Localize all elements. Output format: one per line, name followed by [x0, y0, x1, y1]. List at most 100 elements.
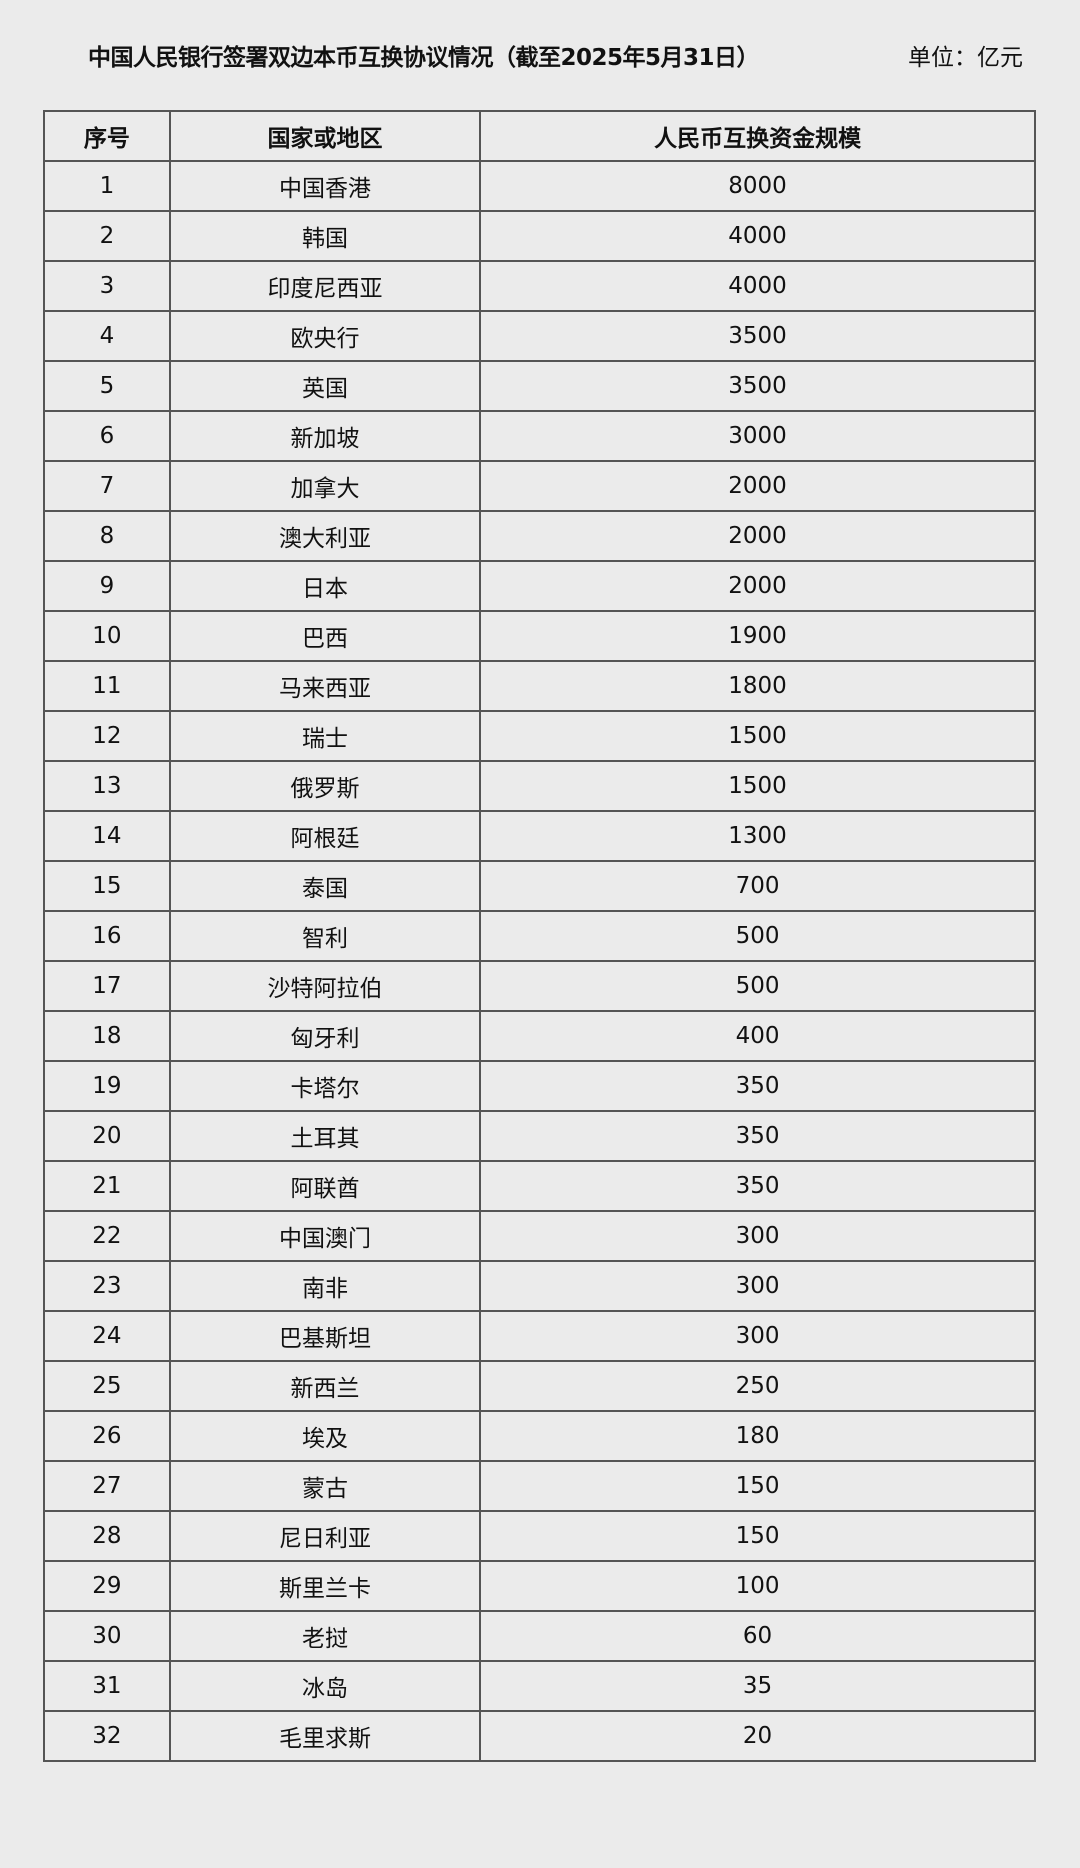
cell-amount: 4000: [479, 210, 1036, 262]
cell-country: 阿联酋: [168, 1160, 482, 1212]
cell-country: 巴西: [168, 610, 482, 662]
cell-index: 27: [43, 1460, 171, 1512]
table-row: 31 冰岛 35: [43, 1660, 1036, 1712]
cell-amount: 250: [479, 1360, 1036, 1412]
cell-country: 韩国: [168, 210, 482, 262]
cell-amount: 35: [479, 1660, 1036, 1712]
cell-index: 20: [43, 1110, 171, 1162]
table-row: 18 匈牙利 400: [43, 1010, 1036, 1062]
header-amount: 人民币互换资金规模: [479, 110, 1036, 162]
cell-amount: 1900: [479, 610, 1036, 662]
cell-index: 18: [43, 1010, 171, 1062]
cell-country: 巴基斯坦: [168, 1310, 482, 1362]
table-row: 13 俄罗斯 1500: [43, 760, 1036, 812]
cell-amount: 150: [479, 1510, 1036, 1562]
table-row: 32 毛里求斯 20: [43, 1710, 1036, 1762]
table-row: 11 马来西亚 1800: [43, 660, 1036, 712]
cell-index: 25: [43, 1360, 171, 1412]
cell-index: 1: [43, 160, 171, 212]
cell-index: 7: [43, 460, 171, 512]
cell-country: 斯里兰卡: [168, 1560, 482, 1612]
cell-index: 26: [43, 1410, 171, 1462]
cell-country: 卡塔尔: [168, 1060, 482, 1112]
table-row: 15 泰国 700: [43, 860, 1036, 912]
table-row: 7 加拿大 2000: [43, 460, 1036, 512]
cell-country: 沙特阿拉伯: [168, 960, 482, 1012]
cell-country: 蒙古: [168, 1460, 482, 1512]
cell-index: 23: [43, 1260, 171, 1312]
cell-country: 尼日利亚: [168, 1510, 482, 1562]
cell-country: 土耳其: [168, 1110, 482, 1162]
cell-country: 加拿大: [168, 460, 482, 512]
cell-amount: 4000: [479, 260, 1036, 312]
table-row: 17 沙特阿拉伯 500: [43, 960, 1036, 1012]
table-row: 30 老挝 60: [43, 1610, 1036, 1662]
swap-table: 序号 国家或地区 人民币互换资金规模 1 中国香港 8000 2 韩国 4000 3 印度尼西…: [43, 110, 1036, 1762]
table-header-row: 序号 国家或地区 人民币互换资金规模: [43, 110, 1036, 162]
cell-amount: 350: [479, 1060, 1036, 1112]
cell-amount: 20: [479, 1710, 1036, 1762]
cell-country: 新加坡: [168, 410, 482, 462]
cell-country: 瑞士: [168, 710, 482, 762]
table-row: 12 瑞士 1500: [43, 710, 1036, 762]
cell-amount: 3000: [479, 410, 1036, 462]
cell-index: 6: [43, 410, 171, 462]
cell-amount: 3500: [479, 360, 1036, 412]
cell-country: 老挝: [168, 1610, 482, 1662]
cell-index: 13: [43, 760, 171, 812]
cell-country: 澳大利亚: [168, 510, 482, 562]
cell-amount: 400: [479, 1010, 1036, 1062]
table-row: 28 尼日利亚 150: [43, 1510, 1036, 1562]
cell-amount: 3500: [479, 310, 1036, 362]
cell-amount: 1500: [479, 760, 1036, 812]
cell-country: 英国: [168, 360, 482, 412]
cell-index: 31: [43, 1660, 171, 1712]
cell-index: 10: [43, 610, 171, 662]
table-row: 4 欧央行 3500: [43, 310, 1036, 362]
cell-amount: 8000: [479, 160, 1036, 212]
cell-index: 12: [43, 710, 171, 762]
table-row: 3 印度尼西亚 4000: [43, 260, 1036, 312]
cell-country: 日本: [168, 560, 482, 612]
table-row: 2 韩国 4000: [43, 210, 1036, 262]
cell-index: 21: [43, 1160, 171, 1212]
table-row: 22 中国澳门 300: [43, 1210, 1036, 1262]
cell-country: 匈牙利: [168, 1010, 482, 1062]
table-row: 19 卡塔尔 350: [43, 1060, 1036, 1112]
table-row: 5 英国 3500: [43, 360, 1036, 412]
table-row: 16 智利 500: [43, 910, 1036, 962]
cell-amount: 300: [479, 1210, 1036, 1262]
cell-amount: 1800: [479, 660, 1036, 712]
cell-country: 毛里求斯: [168, 1710, 482, 1762]
table-row: 9 日本 2000: [43, 560, 1036, 612]
cell-amount: 60: [479, 1610, 1036, 1662]
cell-amount: 180: [479, 1410, 1036, 1462]
cell-country: 印度尼西亚: [168, 260, 482, 312]
cell-amount: 500: [479, 910, 1036, 962]
cell-index: 8: [43, 510, 171, 562]
cell-amount: 150: [479, 1460, 1036, 1512]
cell-amount: 1300: [479, 810, 1036, 862]
table-row: 29 斯里兰卡 100: [43, 1560, 1036, 1612]
header-country: 国家或地区: [168, 110, 482, 162]
cell-country: 泰国: [168, 860, 482, 912]
table-row: 27 蒙古 150: [43, 1460, 1036, 1512]
page-title: 中国人民银行签署双边本币互换协议情况（截至2025年5月31日）: [88, 45, 760, 71]
cell-index: 28: [43, 1510, 171, 1562]
cell-amount: 700: [479, 860, 1036, 912]
cell-index: 17: [43, 960, 171, 1012]
cell-index: 4: [43, 310, 171, 362]
cell-index: 22: [43, 1210, 171, 1262]
table-row: 14 阿根廷 1300: [43, 810, 1036, 862]
table-row: 25 新西兰 250: [43, 1360, 1036, 1412]
cell-index: 14: [43, 810, 171, 862]
cell-amount: 2000: [479, 510, 1036, 562]
table-row: 24 巴基斯坦 300: [43, 1310, 1036, 1362]
cell-amount: 2000: [479, 460, 1036, 512]
cell-index: 24: [43, 1310, 171, 1362]
cell-amount: 300: [479, 1310, 1036, 1362]
unit-label: 单位：亿元: [908, 45, 1023, 71]
table-row: 20 土耳其 350: [43, 1110, 1036, 1162]
cell-amount: 1500: [479, 710, 1036, 762]
table-row: 23 南非 300: [43, 1260, 1036, 1312]
